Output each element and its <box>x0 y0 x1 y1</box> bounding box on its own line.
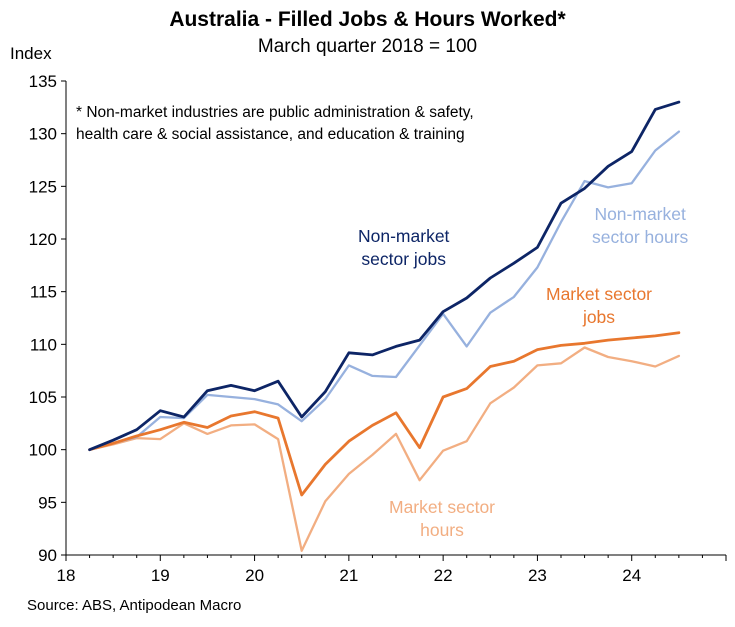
label-market-hours-line-1: Market sector <box>389 497 495 517</box>
label-nonmarket-hours: Non-market sector hours <box>592 203 688 249</box>
x-tick-label: 22 <box>434 566 453 585</box>
axes: 90 95 100 105 110 115 120 125 130 135 18 19 20 21 22 23… <box>29 72 727 585</box>
series-nonmarket-jobs <box>88 100 681 452</box>
label-nonmarket-hours-line-1: Non-market <box>594 204 686 224</box>
x-tick-label: 24 <box>622 566 641 585</box>
y-tick-label: 100 <box>29 441 57 460</box>
y-tick-label: 95 <box>38 493 57 512</box>
chart-subtitle: March quarter 2018 = 100 <box>257 36 478 57</box>
x-tick-label: 19 <box>151 566 170 585</box>
label-market-hours: Market sector hours <box>389 496 495 542</box>
label-nonmarket-jobs-line-2: sector jobs <box>361 249 447 269</box>
y-tick-label: 115 <box>30 283 57 302</box>
label-nonmarket-hours-line-2: sector hours <box>592 227 689 247</box>
label-market-hours-line-2: hours <box>420 520 464 540</box>
chart-title: Australia - Filled Jobs & Hours Worked* <box>169 8 566 31</box>
label-nonmarket-jobs-line-1: Non-market <box>358 226 450 246</box>
series-market-jobs <box>88 331 681 497</box>
source-note: Source: ABS, Antipodean Macro <box>27 597 242 614</box>
y-tick-label: 105 <box>29 388 57 407</box>
x-tick-label: 21 <box>339 566 358 585</box>
label-nonmarket-jobs: Non-market sector jobs <box>358 225 449 271</box>
y-tick-label: 125 <box>29 177 57 196</box>
label-market-jobs-line-2: jobs <box>582 307 616 327</box>
x-tick-label: 23 <box>528 566 547 585</box>
y-tick-label: 135 <box>29 72 57 91</box>
annotation-line-2: health care & social assistance, and edu… <box>76 126 465 143</box>
x-tick-label: 20 <box>245 566 264 585</box>
series-lines <box>88 100 681 552</box>
y-tick-label: 120 <box>29 230 57 249</box>
annotation-line-1: * Non-market industries are public admin… <box>76 104 474 121</box>
series-market-hours <box>88 346 681 552</box>
footnote-annotation: * Non-market industries are public admin… <box>76 102 546 146</box>
y-tick-label: 130 <box>29 125 57 144</box>
label-market-jobs: Market sector jobs <box>546 283 652 329</box>
x-tick-label: 18 <box>57 566 76 585</box>
y-tick-label: 90 <box>38 546 57 565</box>
y-axis-label: Index <box>10 44 52 63</box>
y-tick-label: 110 <box>30 335 57 354</box>
label-market-jobs-line-1: Market sector <box>546 284 652 304</box>
